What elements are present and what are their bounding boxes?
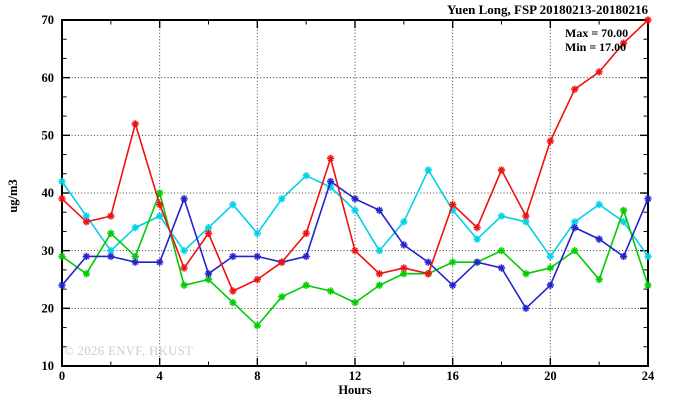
series-red-markers: [58, 16, 652, 295]
y-tick-label: 70: [42, 13, 55, 27]
chart-title: Yuen Long, FSP 20180213-20180216: [446, 2, 648, 17]
y-tick-label: 20: [42, 302, 55, 316]
watermark: © 2026 ENVF, HKUST: [64, 344, 194, 358]
x-tick-label: 12: [349, 369, 362, 383]
series-blue-markers: [58, 177, 652, 312]
x-tick-label: 24: [642, 369, 655, 383]
y-tick-label: 40: [42, 186, 55, 200]
y-tick-label: 50: [42, 129, 55, 143]
x-tick-label: 0: [59, 369, 65, 383]
series-green-markers: [58, 189, 652, 330]
y-tick-label: 30: [42, 244, 55, 258]
x-axis-label: Hours: [338, 383, 372, 397]
y-tick-label: 10: [42, 359, 55, 373]
x-tick-label: 4: [157, 369, 164, 383]
max-annotation: Max = 70.00: [565, 26, 629, 40]
x-tick-label: 8: [254, 369, 260, 383]
y-tick-label: 60: [42, 71, 55, 85]
x-tick-label: 16: [446, 369, 459, 383]
x-tick-label: 20: [544, 369, 557, 383]
min-annotation: Min = 17.00: [565, 40, 627, 54]
y-axis-label: ug/m3: [6, 179, 20, 213]
series-cyan-markers: [58, 166, 652, 261]
